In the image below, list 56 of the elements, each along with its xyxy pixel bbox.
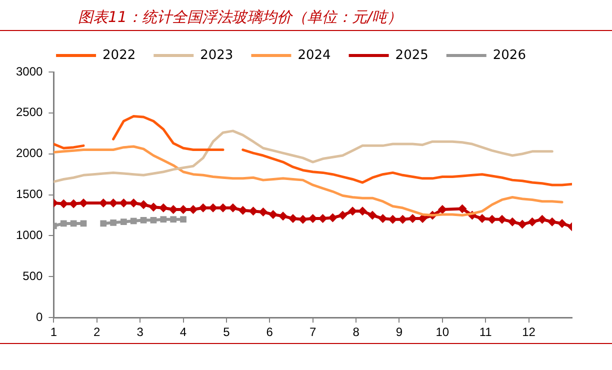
y-tick-label: 500 xyxy=(22,268,44,283)
x-tick-label: 4 xyxy=(180,325,187,340)
point xyxy=(60,220,67,227)
y-tick-label: 2500 xyxy=(16,105,44,120)
point xyxy=(558,218,567,228)
y-tick-label: 1500 xyxy=(16,187,44,202)
y-tick-label: 3000 xyxy=(16,64,44,78)
point xyxy=(538,214,547,224)
x-tick-label: 2 xyxy=(94,325,101,340)
chart-title: 图表11：统计全国浮法玻璃均价（单位：元/吨） xyxy=(0,4,612,31)
x-tick-label: 7 xyxy=(310,325,317,340)
y-tick-label: 2000 xyxy=(16,146,44,160)
x-tick-label: 5 xyxy=(223,325,230,340)
x-tick-label: 9 xyxy=(396,325,403,340)
x-tick-label: 6 xyxy=(266,325,274,340)
point xyxy=(150,216,157,224)
legend-label: 2026 xyxy=(492,48,526,63)
x-tick-label: 3 xyxy=(136,325,144,340)
point xyxy=(548,217,557,226)
point xyxy=(120,218,127,225)
point xyxy=(338,210,348,220)
point xyxy=(100,220,107,227)
point xyxy=(518,220,527,229)
legend-label: 2022 xyxy=(102,48,136,63)
point xyxy=(478,214,487,224)
legend-label: 2024 xyxy=(298,48,331,63)
point xyxy=(528,217,537,226)
point xyxy=(358,206,368,216)
point xyxy=(258,207,268,216)
point xyxy=(180,216,186,223)
point xyxy=(508,217,517,226)
x-tick-label: 1 xyxy=(50,325,58,340)
point xyxy=(278,212,288,221)
point xyxy=(130,218,137,224)
point xyxy=(238,206,248,215)
legend-label: 2023 xyxy=(200,48,234,63)
x-tick-label: 11 xyxy=(479,325,492,340)
point xyxy=(498,214,507,224)
point xyxy=(248,206,258,216)
x-tick-label: 10 xyxy=(436,325,450,340)
y-tick-label: 1000 xyxy=(16,228,44,242)
y-tick-label: 0 xyxy=(36,310,44,324)
point xyxy=(110,219,116,226)
point xyxy=(139,200,148,210)
point xyxy=(148,202,158,212)
point xyxy=(378,214,388,224)
x-tick-label: 12 xyxy=(522,325,536,340)
point xyxy=(268,210,278,219)
point xyxy=(288,214,298,224)
point xyxy=(368,210,377,220)
point xyxy=(140,216,147,224)
x-tick-label: 8 xyxy=(352,325,360,340)
point xyxy=(170,216,177,223)
point xyxy=(160,216,167,223)
legend-label: 2025 xyxy=(395,48,428,63)
point xyxy=(438,205,447,214)
